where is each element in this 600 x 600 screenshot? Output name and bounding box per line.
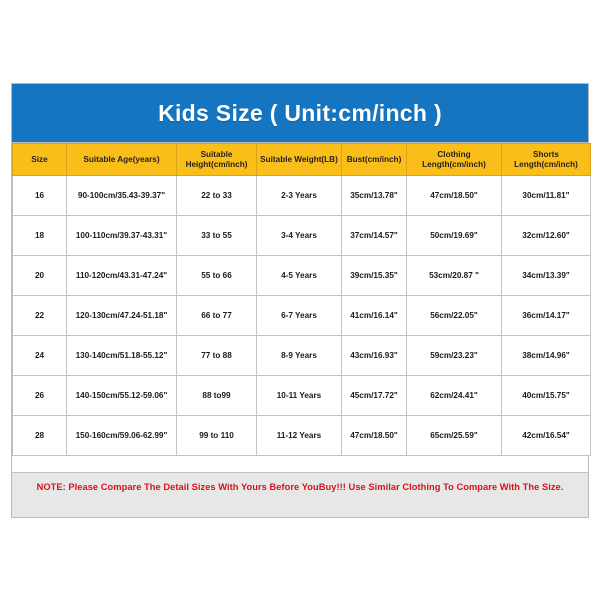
size-chart-table: Size Suitable Age(years) Suitable Height… (12, 143, 591, 456)
cell-size: 28 (12, 415, 67, 456)
table-body: 16 90-100cm/35.43-39.37" 22 to 33 2-3 Ye… (12, 175, 591, 456)
cell-clothing-length: 56cm/22.05" (406, 295, 502, 336)
table-row: 18 100-110cm/39.37-43.31" 33 to 55 3-4 Y… (12, 215, 591, 256)
cell-shorts-length: 40cm/15.75" (501, 375, 591, 416)
cell-suitable-height: 99 to 110 (176, 415, 257, 456)
cell-suitable-age: 140-150cm/55.12-59.06" (66, 375, 177, 416)
cell-suitable-age: 100-110cm/39.37-43.31" (66, 215, 177, 256)
cell-bust: 39cm/15.35" (341, 255, 407, 296)
cell-suitable-height: 66 to 77 (176, 295, 257, 336)
cell-suitable-age: 90-100cm/35.43-39.37" (66, 175, 177, 216)
column-header-size: Size (12, 143, 67, 176)
table-row: 16 90-100cm/35.43-39.37" 22 to 33 2-3 Ye… (12, 175, 591, 216)
cell-shorts-length: 36cm/14.17" (501, 295, 591, 336)
table-row: 22 120-130cm/47.24-51.18" 66 to 77 6-7 Y… (12, 295, 591, 336)
size-chart-card: Kids Size ( Unit:cm/inch ) Size Suitable… (11, 83, 591, 518)
cell-size: 24 (12, 335, 67, 376)
cell-bust: 41cm/16.14" (341, 295, 407, 336)
cell-clothing-length: 59cm/23.23" (406, 335, 502, 376)
cell-suitable-height: 88 to99 (176, 375, 257, 416)
column-header-suitable-weight: Suitable Weight(LB) (256, 143, 342, 176)
table-row: 26 140-150cm/55.12-59.06" 88 to99 10-11 … (12, 375, 591, 416)
cell-bust: 43cm/16.93" (341, 335, 407, 376)
table-row: 20 110-120cm/43.31-47.24" 55 to 66 4-5 Y… (12, 255, 591, 296)
column-header-shorts-length: Shorts Length(cm/inch) (501, 143, 591, 176)
note-text: NOTE: Please Compare The Detail Sizes Wi… (36, 482, 564, 492)
cell-size: 20 (12, 255, 67, 296)
column-header-clothing-length: Clothing Length(cm/inch) (406, 143, 502, 176)
cell-bust: 37cm/14.57" (341, 215, 407, 256)
cell-shorts-length: 30cm/11.81" (501, 175, 591, 216)
cell-size: 18 (12, 215, 67, 256)
cell-suitable-height: 77 to 88 (176, 335, 257, 376)
cell-suitable-age: 150-160cm/59.06-62.99" (66, 415, 177, 456)
cell-bust: 35cm/13.78" (341, 175, 407, 216)
cell-bust: 47cm/18.50" (341, 415, 407, 456)
table-row: 24 130-140cm/51.18-55.12" 77 to 88 8-9 Y… (12, 335, 591, 376)
cell-suitable-weight: 4-5 Years (256, 255, 342, 296)
table-header: Size Suitable Age(years) Suitable Height… (12, 143, 591, 176)
column-header-suitable-age: Suitable Age(years) (66, 143, 177, 176)
cell-size: 26 (12, 375, 67, 416)
cell-shorts-length: 32cm/12.60" (501, 215, 591, 256)
cell-suitable-weight: 2-3 Years (256, 175, 342, 216)
title-banner: Kids Size ( Unit:cm/inch ) (12, 84, 588, 143)
cell-size: 16 (12, 175, 67, 216)
cell-clothing-length: 47cm/18.50" (406, 175, 502, 216)
cell-suitable-height: 55 to 66 (176, 255, 257, 296)
cell-clothing-length: 50cm/19.69" (406, 215, 502, 256)
cell-suitable-weight: 11-12 Years (256, 415, 342, 456)
cell-suitable-weight: 3-4 Years (256, 215, 342, 256)
cell-suitable-weight: 10-11 Years (256, 375, 342, 416)
cell-suitable-age: 120-130cm/47.24-51.18" (66, 295, 177, 336)
cell-suitable-weight: 8-9 Years (256, 335, 342, 376)
table-header-row: Size Suitable Age(years) Suitable Height… (12, 143, 591, 176)
cell-shorts-length: 42cm/16.54" (501, 415, 591, 456)
cell-suitable-height: 33 to 55 (176, 215, 257, 256)
cell-shorts-length: 38cm/14.96" (501, 335, 591, 376)
cell-suitable-height: 22 to 33 (176, 175, 257, 216)
column-header-bust: Bust(cm/inch) (341, 143, 407, 176)
cell-bust: 45cm/17.72" (341, 375, 407, 416)
cell-shorts-length: 34cm/13.39" (501, 255, 591, 296)
column-header-suitable-height: Suitable Height(cm/inch) (176, 143, 257, 176)
cell-suitable-age: 130-140cm/51.18-55.12" (66, 335, 177, 376)
cell-size: 22 (12, 295, 67, 336)
note-bar: NOTE: Please Compare The Detail Sizes Wi… (12, 472, 588, 517)
cell-suitable-weight: 6-7 Years (256, 295, 342, 336)
table-row: 28 150-160cm/59.06-62.99" 99 to 110 11-1… (12, 415, 591, 456)
page-title: Kids Size ( Unit:cm/inch ) (158, 99, 442, 126)
cell-suitable-age: 110-120cm/43.31-47.24" (66, 255, 177, 296)
cell-clothing-length: 53cm/20.87 " (406, 255, 502, 296)
cell-clothing-length: 65cm/25.59" (406, 415, 502, 456)
cell-clothing-length: 62cm/24.41" (406, 375, 502, 416)
